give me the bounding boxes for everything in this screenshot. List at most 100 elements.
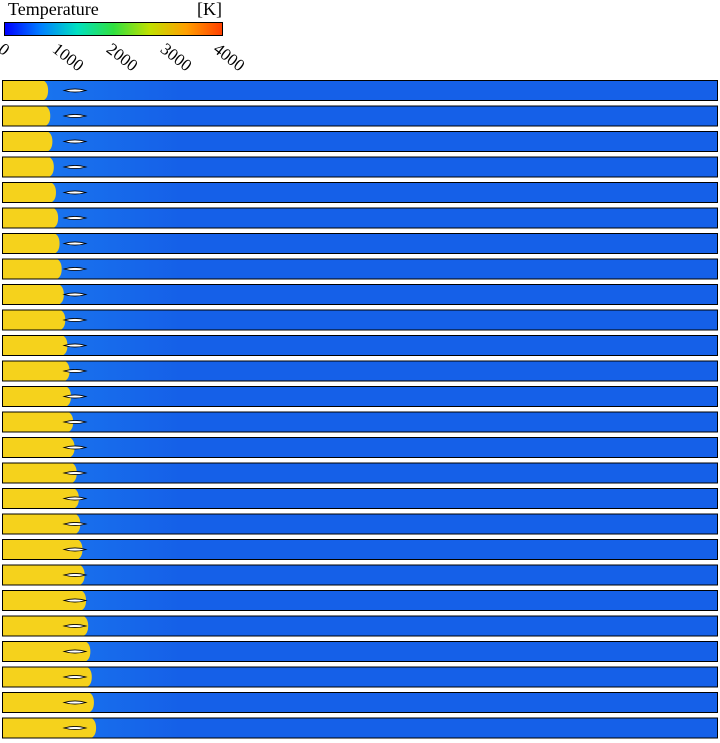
frame-5 [2,182,718,203]
obstacle-shape [62,292,88,297]
frame-14 [2,411,718,433]
hot-region [2,131,53,152]
obstacle-shape [62,700,88,705]
frame-23 [2,641,718,662]
obstacle-shape [62,598,88,603]
cold-region [2,590,718,611]
obstacle-shape [62,343,88,348]
cold-region [2,284,718,305]
obstacle-shape [62,496,88,501]
obstacle-shape [62,317,88,323]
frame-12 [2,360,718,382]
cold-region [2,488,718,509]
frame-24 [2,666,718,688]
cold-region [2,692,718,713]
frame-border [2,182,718,203]
frame-border [2,513,718,535]
hot-region [2,437,75,458]
obstacle-shape [62,419,88,425]
hot-region [2,564,85,586]
frame-9 [2,284,718,305]
frame-border [2,309,718,331]
frame-17 [2,488,718,509]
cold-region [2,182,718,203]
frame-2 [2,105,718,127]
frame-10 [2,309,718,331]
obstacle-shape [62,88,88,93]
cold-region [2,386,718,407]
frame-1 [2,80,718,101]
frame-20 [2,564,718,586]
cold-region [2,309,718,331]
frame-border [2,539,718,560]
frame-25 [2,692,718,713]
hot-region [2,182,56,203]
hot-region [2,80,49,101]
frame-8 [2,258,718,280]
frame-7 [2,233,718,254]
hot-region [2,284,64,305]
cold-region [2,105,718,127]
hot-region [2,692,94,713]
frame-border [2,488,718,509]
obstacle-shape [62,725,88,731]
cold-region [2,666,718,688]
hot-region [2,309,66,331]
hot-region [2,207,59,229]
frame-16 [2,462,718,484]
colorbar [4,22,223,36]
legend-title: Temperature [8,0,99,19]
cold-region [2,233,718,254]
hot-region [2,717,97,739]
hot-region [2,335,68,356]
frame-19 [2,539,718,560]
hot-region [2,386,72,407]
hot-region [2,233,60,254]
cold-region [2,131,718,152]
obstacle-shape [62,674,88,680]
frame-border [2,80,718,101]
legend-unit: [K] [197,0,222,19]
obstacle-shape [62,572,88,578]
cold-region [2,80,718,101]
frame-6 [2,207,718,229]
hot-region [2,105,51,127]
frame-border [2,386,718,407]
frame-border [2,335,718,356]
obstacle-shape [62,547,88,552]
hot-region [2,615,89,637]
hot-region [2,360,70,382]
obstacle-shape [62,190,88,195]
cold-region [2,539,718,560]
hot-region [2,513,81,535]
cold-region [2,207,718,229]
obstacle-shape [62,521,88,527]
hot-region [2,411,74,433]
frame-border [2,105,718,127]
frame-border [2,462,718,484]
obstacle-shape [62,368,88,374]
obstacle-shape [62,445,88,450]
hot-region [2,539,83,560]
cold-region [2,360,718,382]
obstacle-shape [62,623,88,629]
hot-region [2,258,62,280]
frame-11 [2,335,718,356]
hot-region [2,590,87,611]
frame-border [2,258,718,280]
obstacle-shape [62,394,88,399]
hot-region [2,641,91,662]
frame-border [2,717,718,739]
frame-18 [2,513,718,535]
cold-region [2,462,718,484]
frame-22 [2,615,718,637]
frame-border [2,131,718,152]
frame-border [2,666,718,688]
frame-border [2,360,718,382]
hot-region [2,488,79,509]
frame-border [2,641,718,662]
hot-region [2,462,77,484]
frame-13 [2,386,718,407]
cold-region [2,615,718,637]
frame-border [2,564,718,586]
